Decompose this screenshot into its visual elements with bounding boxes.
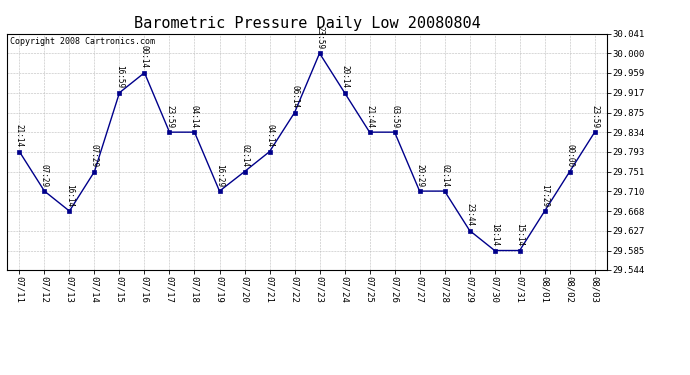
- Text: 23:59: 23:59: [165, 105, 174, 128]
- Text: 20:29: 20:29: [415, 164, 424, 187]
- Text: 23:59: 23:59: [590, 105, 599, 128]
- Text: Copyright 2008 Cartronics.com: Copyright 2008 Cartronics.com: [10, 37, 155, 46]
- Text: 04:14: 04:14: [190, 105, 199, 128]
- Title: Barometric Pressure Daily Low 20080804: Barometric Pressure Daily Low 20080804: [134, 16, 480, 31]
- Text: 16:29: 16:29: [215, 164, 224, 187]
- Text: 23:59: 23:59: [315, 26, 324, 49]
- Text: 07:29: 07:29: [90, 144, 99, 167]
- Text: 06:14: 06:14: [290, 86, 299, 108]
- Text: 02:14: 02:14: [240, 144, 249, 167]
- Text: 04:14: 04:14: [265, 124, 274, 147]
- Text: 23:44: 23:44: [465, 203, 474, 226]
- Text: 15:14: 15:14: [515, 223, 524, 246]
- Text: 16:59: 16:59: [115, 65, 124, 88]
- Text: 17:29: 17:29: [540, 184, 549, 207]
- Text: 18:14: 18:14: [490, 223, 499, 246]
- Text: 00:14: 00:14: [140, 45, 149, 69]
- Text: 21:14: 21:14: [15, 124, 24, 147]
- Text: 20:14: 20:14: [340, 65, 349, 88]
- Text: 21:44: 21:44: [365, 105, 374, 128]
- Text: 07:29: 07:29: [40, 164, 49, 187]
- Text: 02:14: 02:14: [440, 164, 449, 187]
- Text: 16:14: 16:14: [65, 184, 74, 207]
- Text: 03:59: 03:59: [390, 105, 399, 128]
- Text: 00:00: 00:00: [565, 144, 574, 167]
